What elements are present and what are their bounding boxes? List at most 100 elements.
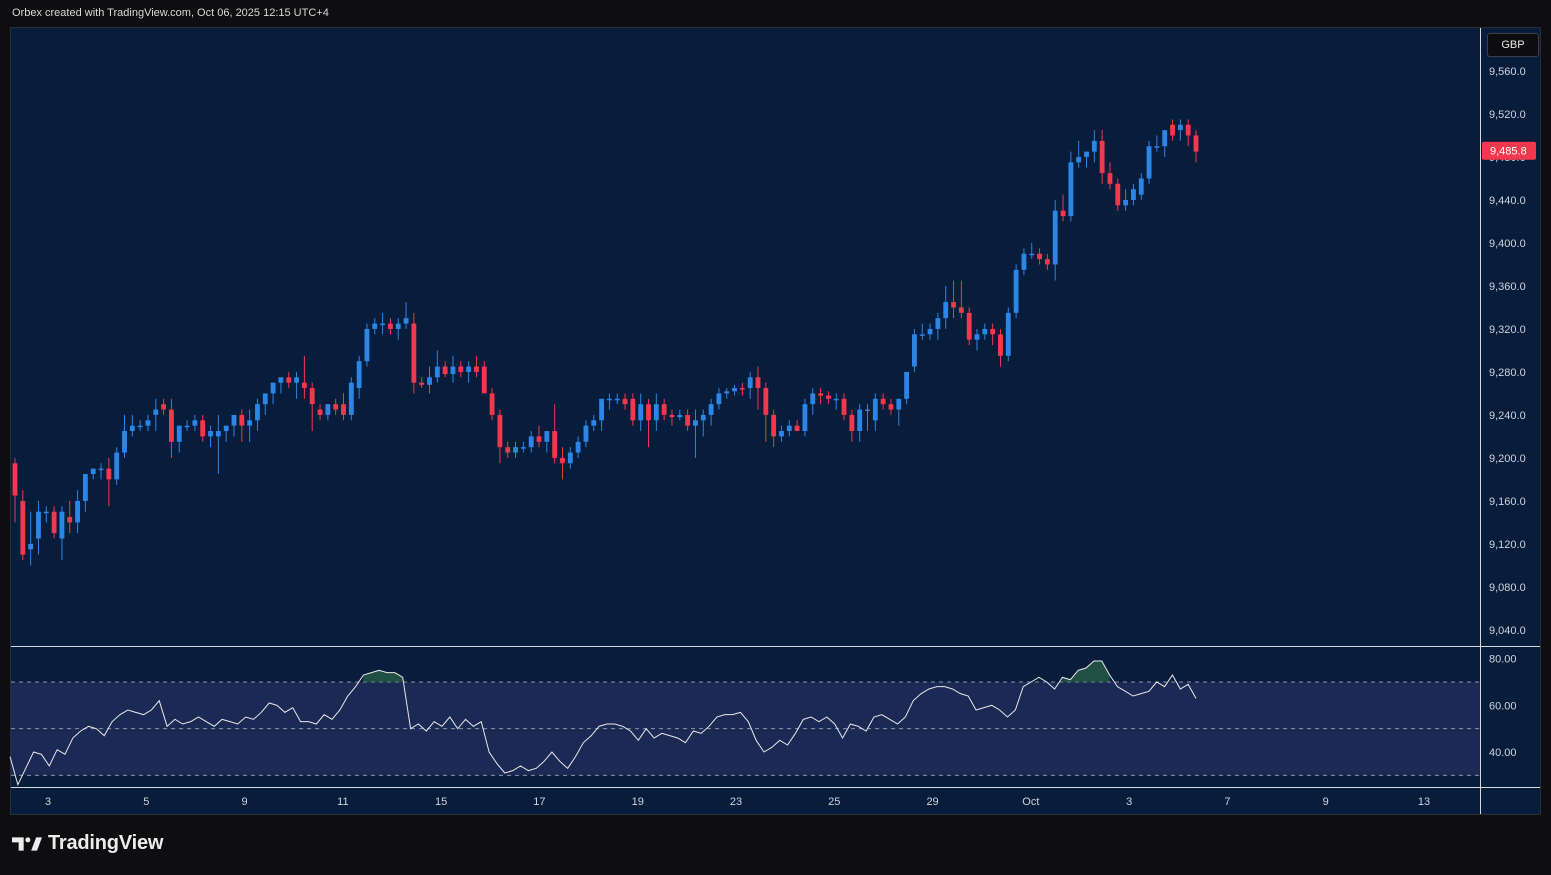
candle-body xyxy=(395,323,401,329)
time-tick-label: 29 xyxy=(926,796,938,808)
candle-body xyxy=(36,511,41,539)
time-tick-label: 19 xyxy=(632,796,644,808)
candle-body xyxy=(755,377,761,389)
candle-body xyxy=(1123,199,1129,206)
price-tick-label: 9,240.0 xyxy=(1489,410,1526,422)
candle-body xyxy=(904,371,910,399)
time-axis: 3 5 9 11 15 17 19 23 25 29 Oct 3 7 9 13 xyxy=(45,796,1430,808)
candle-body xyxy=(348,382,354,415)
candle-body xyxy=(747,377,753,389)
candle-body xyxy=(513,447,518,453)
candle-body xyxy=(958,307,964,313)
time-tick-label: 13 xyxy=(1418,796,1430,808)
price-tick-label: 9,520.0 xyxy=(1489,109,1526,121)
candle-body xyxy=(661,404,667,415)
candle-body xyxy=(497,414,503,448)
price-tick-label: 9,560.0 xyxy=(1489,66,1526,78)
candle-body xyxy=(145,420,151,426)
time-tick-label: 9 xyxy=(1323,796,1329,808)
candle-body xyxy=(677,414,683,418)
candle-body xyxy=(1076,156,1082,163)
candle-body xyxy=(943,302,949,319)
rsi-tick-label: 80.00 xyxy=(1489,654,1517,666)
candle-body xyxy=(481,366,487,394)
candle-body xyxy=(12,463,18,496)
candle-body xyxy=(122,431,127,453)
candle-body xyxy=(192,420,198,426)
candle-body xyxy=(474,366,479,372)
price-tick-label: 9,360.0 xyxy=(1489,281,1526,293)
last-price-value: 9,485.8 xyxy=(1490,146,1527,158)
candle-body xyxy=(380,323,386,326)
candle-body xyxy=(700,414,706,421)
time-tick-label: 11 xyxy=(337,796,348,808)
candle-body xyxy=(434,366,440,378)
candle-body xyxy=(1021,253,1027,270)
candle-body xyxy=(278,377,284,383)
candle-body xyxy=(974,334,980,340)
candle-body xyxy=(896,398,902,410)
rsi-overbought-fill xyxy=(1062,661,1110,682)
candle-body xyxy=(106,468,112,480)
candle-body xyxy=(215,431,221,437)
candle-body xyxy=(1107,173,1113,184)
candle-body xyxy=(458,366,464,372)
candle-body xyxy=(857,409,863,432)
candle-body xyxy=(51,511,57,534)
rsi-axis: 80.00 60.00 40.00 xyxy=(1489,654,1517,759)
candle-body xyxy=(951,302,956,308)
candle-body xyxy=(810,393,816,405)
price-tick-label: 9,080.0 xyxy=(1489,582,1526,594)
tradingview-brand: TradingView xyxy=(48,832,164,854)
candle-body xyxy=(1099,140,1105,174)
candle-body xyxy=(28,543,34,550)
candle-body xyxy=(505,447,511,453)
candle-body xyxy=(739,388,745,390)
candle-body xyxy=(262,393,268,405)
price-tick-label: 9,120.0 xyxy=(1489,539,1526,551)
candle-body xyxy=(59,511,65,539)
candle-body xyxy=(865,409,870,412)
candle-body xyxy=(912,334,917,367)
candle-body xyxy=(622,398,628,405)
time-tick-label: 25 xyxy=(828,796,840,808)
time-tick-label: 15 xyxy=(435,796,447,808)
candle-body xyxy=(1037,253,1043,260)
candle-body xyxy=(20,500,26,555)
candle-body xyxy=(247,420,253,426)
candle-body xyxy=(403,318,409,324)
candle-body xyxy=(552,431,558,458)
chart-frame xyxy=(10,27,1541,815)
candle-body xyxy=(255,404,260,421)
candle-body xyxy=(536,436,542,442)
candle-body xyxy=(630,398,636,421)
candle-body xyxy=(998,334,1003,356)
tradingview-logo[interactable]: TradingView xyxy=(12,832,163,855)
candle-body xyxy=(466,366,472,372)
candle-body xyxy=(669,414,675,418)
candle-body xyxy=(161,404,167,410)
price-tick-label: 9,280.0 xyxy=(1489,367,1526,379)
candle-body xyxy=(1013,269,1019,313)
candle-body xyxy=(1044,259,1050,265)
candle-body xyxy=(724,391,730,394)
candle-body xyxy=(1115,183,1121,206)
rsi-tick-label: 40.00 xyxy=(1489,747,1517,759)
time-tick-label: 17 xyxy=(533,796,545,808)
time-tick-label: 3 xyxy=(1126,796,1132,808)
candle-body xyxy=(341,404,346,415)
candle-body xyxy=(638,404,644,421)
candle-body xyxy=(1068,162,1074,217)
candle-body xyxy=(387,323,393,329)
candle-body xyxy=(200,420,206,437)
rsi-line xyxy=(9,660,1197,787)
candle-body xyxy=(599,398,605,421)
candle-body xyxy=(583,425,589,442)
candle-body xyxy=(75,500,80,523)
rsi-series xyxy=(9,660,1197,787)
plot-background xyxy=(11,28,1480,787)
price-tick-label: 9,400.0 xyxy=(1489,238,1526,250)
time-tick-label: 3 xyxy=(45,796,51,808)
currency-button[interactable]: GBP xyxy=(1487,33,1539,57)
